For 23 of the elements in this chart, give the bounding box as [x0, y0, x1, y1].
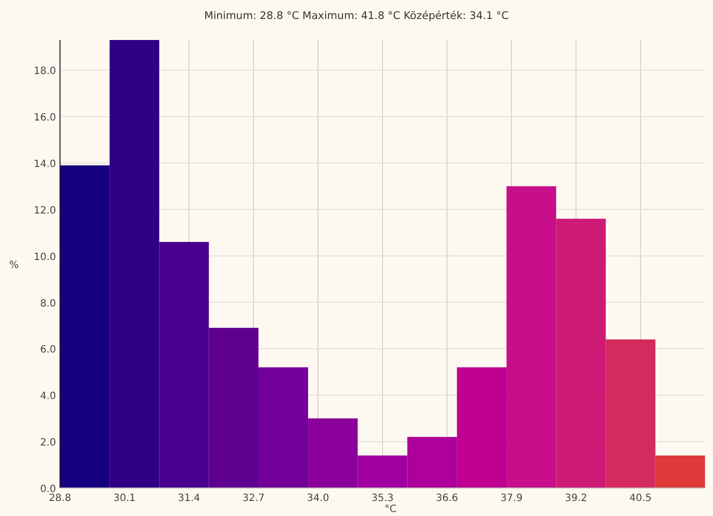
x-tick-label: 39.2	[564, 493, 588, 504]
y-tick-label: 4.0	[40, 391, 56, 402]
x-tick-label: 37.9	[500, 493, 523, 504]
y-tick-label: 18.0	[34, 66, 56, 78]
chart-title: Minimum: 28.8 °C Maximum: 41.8 °C Középérték: 34.1 °C	[204, 10, 509, 22]
x-tick-label: 35.3	[371, 493, 394, 504]
y-tick-label: 6.0	[40, 344, 56, 356]
x-tick-label: 32.7	[242, 493, 265, 504]
y-tick-label: 16.0	[34, 112, 56, 124]
y-tick-label: 12.0	[34, 205, 56, 216]
x-tick-label: 36.6	[436, 493, 458, 504]
x-tick-label: 28.8	[48, 493, 72, 504]
x-tick-label: 31.4	[178, 493, 200, 504]
y-tick-label: 10.0	[34, 252, 56, 263]
x-axis-title: °C	[384, 504, 397, 515]
x-tick-label: 34.0	[306, 493, 330, 504]
x-tick-label: 30.1	[113, 493, 136, 504]
y-tick-label: 8.0	[40, 298, 56, 310]
y-tick-label: 0.0	[40, 484, 56, 495]
y-tick-label: 2.0	[40, 438, 56, 449]
y-tick-label: 14.0	[34, 159, 56, 170]
y-axis-title: %	[9, 260, 19, 271]
x-tick-label: 40.5	[629, 493, 652, 504]
